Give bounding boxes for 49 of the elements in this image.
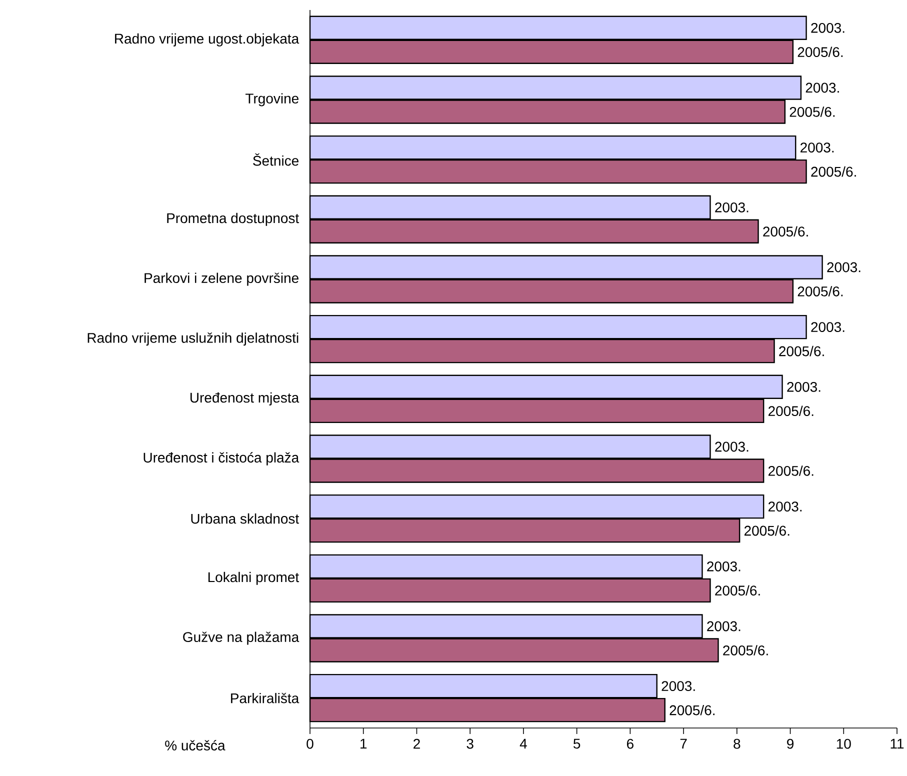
y-tick-label: Radno vrijeme uslužnih djelatnosti [88,332,298,346]
x-tick-label: 7 [680,738,687,748]
text: 2003. [707,561,740,572]
text: 2005/6. [768,406,814,416]
text: 2003. [715,442,748,452]
y-tick-label: Radno vrijeme ugost.objekata [115,33,300,46]
text: 2003. [707,621,740,632]
y-tick-label: Gužve na plažama [183,632,300,645]
series-label: 2005/6. [798,46,843,58]
text: 2005/6. [763,226,808,237]
y-tick-label: Prometna dostupnost [167,212,300,226]
y-tick-label: Urbana skladnost [191,513,300,524]
y-tick-label: Trgovine [245,93,299,106]
text: 2003. [800,142,834,153]
x-tick-label: 3 [466,738,474,749]
x-tick-label: 2 [414,738,420,749]
text: 2003. [715,202,748,212]
x-tick-label: 1 [360,738,367,748]
y-tick-label: Uređenost mjesta [190,392,300,406]
text: 2005/6. [723,645,768,656]
text: 2005/6. [715,585,760,596]
text: 2003. [811,22,844,33]
y-tick-label: Uređenost i čistoća plaža [144,452,300,466]
y-tick-label: Lokalni promet [208,572,300,585]
x-tick-label: 4 [520,738,527,748]
text: 2005/6. [744,525,790,536]
y-tick-label: Šetnice [253,153,299,166]
x-tick-label: 8 [734,738,740,749]
text: 2003. [827,262,860,272]
text: 2005/6. [768,466,814,476]
text: 2003. [787,382,820,392]
text: 2003. [662,681,695,692]
text: 2005/6. [779,346,824,356]
text: 2005/6. [670,704,714,716]
y-tick-label: Parkirališta [231,692,300,704]
y-tick-label: Parkovi i zelene površine [144,272,298,286]
text: 2005/6. [798,286,843,296]
x-tick-label: 11 [890,738,904,748]
x-tick-label: 5 [573,738,580,749]
text: 2005/6. [790,106,835,117]
series-label: 2003. [806,82,839,93]
text: 2003. [768,502,802,512]
text: 2003. [811,322,844,332]
text: 2005/6. [811,166,856,177]
x-tick-label: 0 [306,738,314,749]
x-tick-label: 10 [836,738,851,749]
x-tick-label: 9 [787,738,794,749]
x-axis-title: % učešća [165,740,226,750]
x-tick-label: 6 [626,738,634,749]
